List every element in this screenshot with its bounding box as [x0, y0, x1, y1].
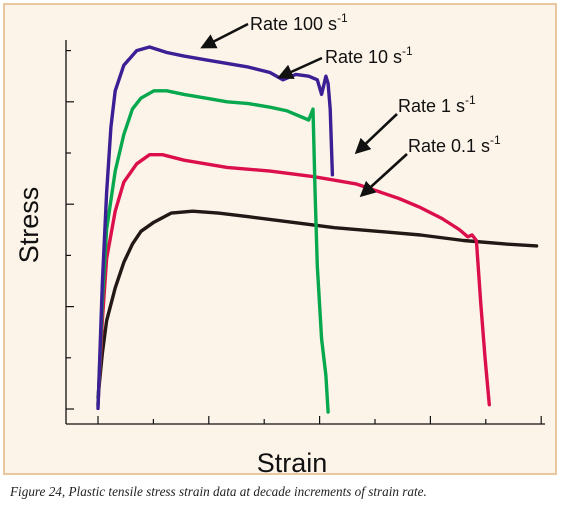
- series-line-2: [96, 153, 491, 407]
- series-label-3: Rate 0.1 s-1: [408, 133, 501, 156]
- figure-caption: Figure 24, Plastic tensile stress strain…: [10, 484, 427, 499]
- x-axis-label: Strain: [257, 448, 328, 478]
- series-label-sup: -1: [402, 44, 413, 58]
- series-line-0: [96, 45, 335, 411]
- chart-axes: [65, 40, 545, 425]
- y-axis-label: Stress: [14, 187, 44, 264]
- series-label-2: Rate 1 s-1: [398, 93, 476, 116]
- callout-arrow-0: [200, 22, 249, 49]
- callout-arrow-1: [277, 56, 323, 79]
- series-line-3: [96, 209, 539, 400]
- series-label-sup: -1: [337, 11, 348, 25]
- series-label-1: Rate 10 s-1: [325, 44, 413, 67]
- series-label-sup: -1: [490, 133, 501, 147]
- series-label-sup: -1: [465, 93, 476, 107]
- series-label-text: Rate 10 s: [325, 47, 402, 67]
- callout-arrow-3: [359, 153, 408, 198]
- callout-arrow-2: [354, 113, 398, 155]
- series-line-1: [96, 89, 330, 414]
- series-label-text: Rate 1 s: [398, 96, 465, 116]
- series-label-text: Rate 0.1 s: [408, 136, 490, 156]
- series-label-0: Rate 100 s-1: [250, 11, 348, 34]
- series-layer: [96, 45, 539, 414]
- series-label-text: Rate 100 s: [250, 14, 337, 34]
